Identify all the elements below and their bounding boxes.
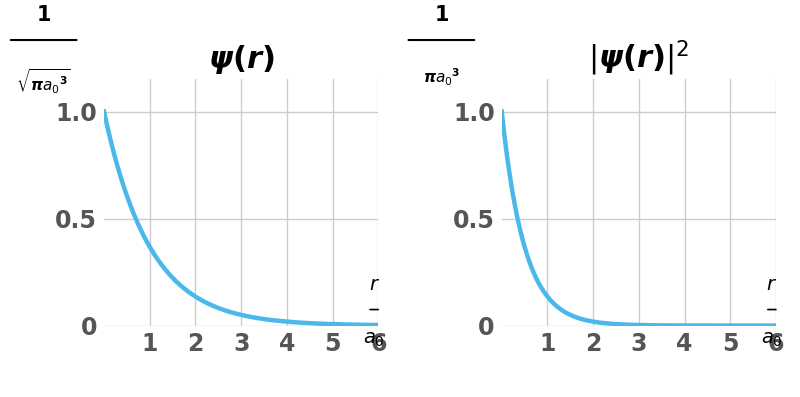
Text: $\mathbf{1}$: $\mathbf{1}$ (434, 5, 449, 25)
Text: $\mathbf{1}$: $\mathbf{1}$ (36, 5, 51, 25)
Text: $r$: $r$ (766, 275, 778, 293)
Text: $a_0$: $a_0$ (761, 330, 782, 349)
Text: $\sqrt{\boldsymbol{\pi} \boldsymbol{a_0}^{\mathbf{3}}}$: $\sqrt{\boldsymbol{\pi} \boldsymbol{a_0}… (16, 67, 71, 96)
Text: $a_0$: $a_0$ (363, 330, 385, 349)
Text: $r$: $r$ (369, 275, 380, 293)
Text: $\boldsymbol{\pi} \boldsymbol{a_0}^{\mathbf{3}}$: $\boldsymbol{\pi} \boldsymbol{a_0}^{\mat… (422, 67, 460, 89)
Title: $\boldsymbol{\psi(r)}$: $\boldsymbol{\psi(r)}$ (208, 43, 274, 76)
Title: $|\boldsymbol{\psi(r)}|^2$: $|\boldsymbol{\psi(r)}|^2$ (588, 39, 690, 78)
